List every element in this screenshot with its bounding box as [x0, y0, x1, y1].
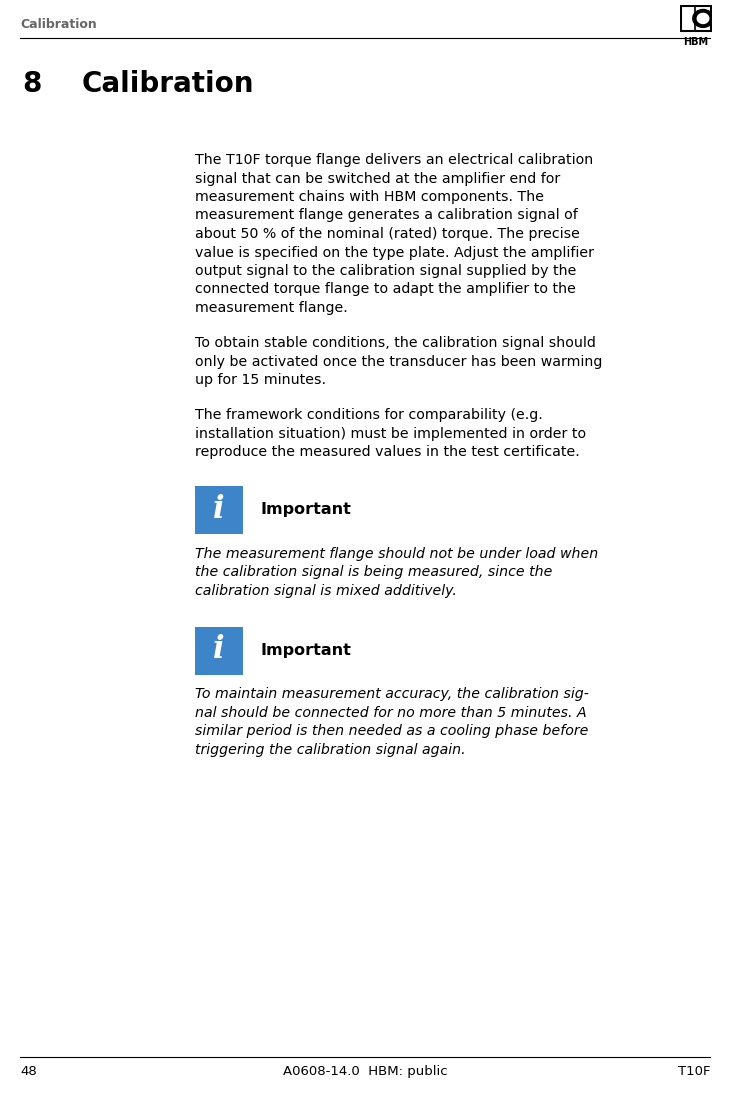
Text: Calibration: Calibration [20, 18, 97, 31]
Text: value is specified on the type plate. Adjust the amplifier: value is specified on the type plate. Ad… [195, 245, 594, 259]
Text: The T10F torque flange delivers an electrical calibration: The T10F torque flange delivers an elect… [195, 153, 593, 167]
Circle shape [693, 10, 713, 27]
Text: Calibration: Calibration [82, 70, 255, 98]
Text: measurement chains with HBM components. The: measurement chains with HBM components. … [195, 190, 544, 203]
Text: signal that can be switched at the amplifier end for: signal that can be switched at the ampli… [195, 172, 560, 186]
Text: Important: Important [261, 643, 352, 657]
Text: 8: 8 [22, 70, 42, 98]
Text: measurement flange generates a calibration signal of: measurement flange generates a calibrati… [195, 209, 577, 222]
Text: T10F: T10F [677, 1064, 710, 1078]
Text: up for 15 minutes.: up for 15 minutes. [195, 373, 326, 387]
Circle shape [697, 13, 709, 23]
Text: reproduce the measured values in the test certificate.: reproduce the measured values in the tes… [195, 445, 580, 459]
Text: triggering the calibration signal again.: triggering the calibration signal again. [195, 743, 466, 757]
Text: i: i [213, 635, 225, 665]
Text: measurement flange.: measurement flange. [195, 301, 347, 315]
Text: Important: Important [261, 502, 352, 517]
Text: 48: 48 [20, 1064, 36, 1078]
Text: installation situation) must be implemented in order to: installation situation) must be implemen… [195, 427, 586, 441]
Text: To obtain stable conditions, the calibration signal should: To obtain stable conditions, the calibra… [195, 336, 596, 350]
Text: i: i [213, 493, 225, 524]
Text: the calibration signal is being measured, since the: the calibration signal is being measured… [195, 566, 553, 580]
Text: similar period is then needed as a cooling phase before: similar period is then needed as a cooli… [195, 724, 588, 738]
Text: nal should be connected for no more than 5 minutes. A: nal should be connected for no more than… [195, 706, 587, 720]
Text: calibration signal is mixed additively.: calibration signal is mixed additively. [195, 584, 457, 598]
FancyBboxPatch shape [193, 625, 245, 676]
Text: output signal to the calibration signal supplied by the: output signal to the calibration signal … [195, 264, 577, 278]
Text: connected torque flange to adapt the amplifier to the: connected torque flange to adapt the amp… [195, 282, 576, 296]
Text: To maintain measurement accuracy, the calibration sig-: To maintain measurement accuracy, the ca… [195, 687, 589, 701]
Text: only be activated once the transducer has been warming: only be activated once the transducer ha… [195, 354, 602, 369]
Text: HBM: HBM [683, 37, 709, 47]
Text: about 50 % of the nominal (rated) torque. The precise: about 50 % of the nominal (rated) torque… [195, 226, 580, 241]
FancyBboxPatch shape [193, 485, 245, 535]
Text: The framework conditions for comparability (e.g.: The framework conditions for comparabili… [195, 408, 542, 422]
Text: A0608-14.0  HBM: public: A0608-14.0 HBM: public [283, 1064, 447, 1078]
Text: The measurement flange should not be under load when: The measurement flange should not be und… [195, 547, 599, 561]
